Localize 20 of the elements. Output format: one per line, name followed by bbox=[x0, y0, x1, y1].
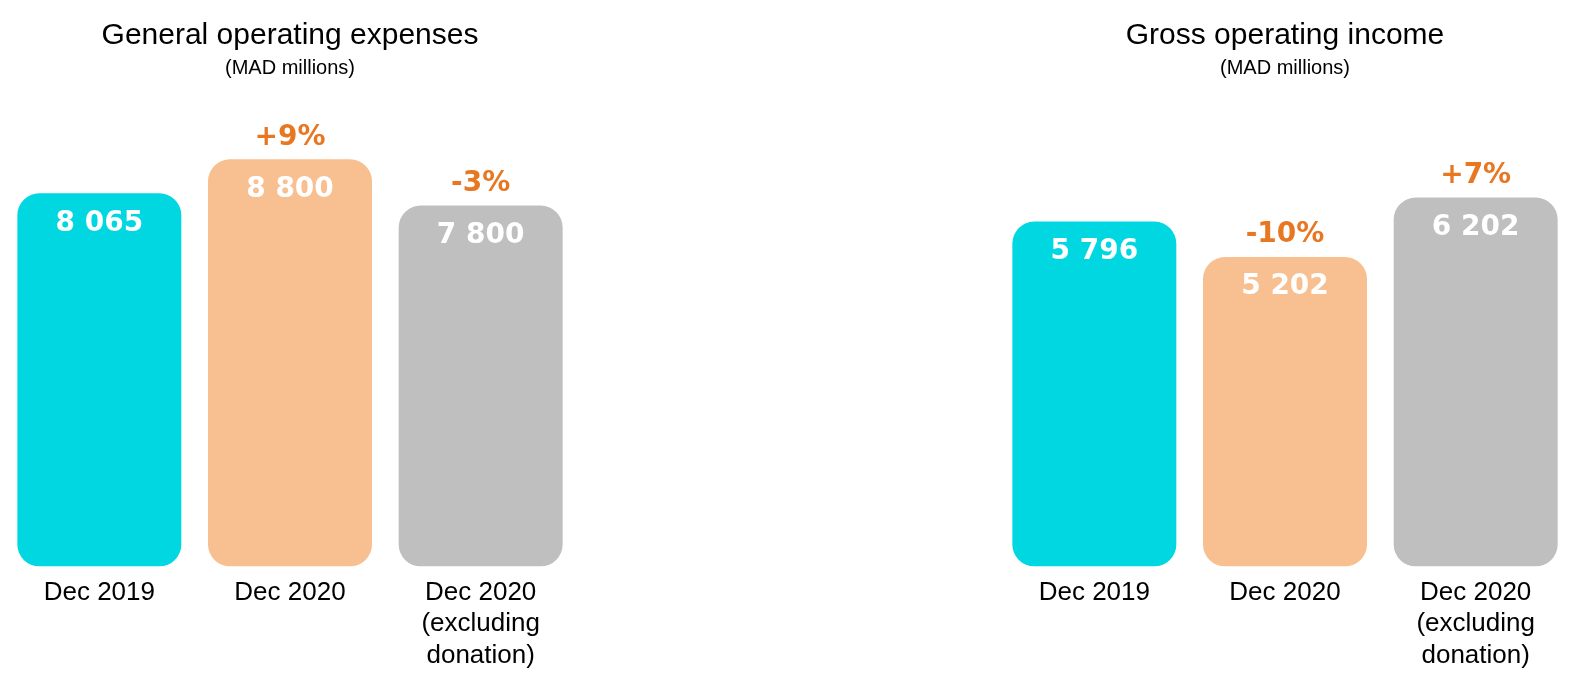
chart-title: Gross operating income bbox=[1125, 17, 1445, 51]
chart-title: General operating expenses bbox=[101, 17, 479, 51]
data-label: 5 202 bbox=[1241, 268, 1329, 302]
data-label: 6 202 bbox=[1431, 208, 1520, 242]
chart-subtitle: (MAD millions) bbox=[225, 55, 355, 78]
x-tick-label: Dec 2020 (excluding donation) bbox=[421, 576, 540, 669]
data-label: 5 796 bbox=[1050, 232, 1139, 266]
annotation: +7% bbox=[1440, 156, 1512, 190]
annotation: -10% bbox=[1245, 216, 1325, 250]
x-tick-label: Dec 2019 bbox=[1038, 576, 1150, 607]
data-label: 8 800 bbox=[246, 170, 334, 204]
x-tick-label: Dec 2020 bbox=[1229, 576, 1341, 607]
annotation: -3% bbox=[451, 164, 511, 198]
data-label: 8 065 bbox=[55, 204, 144, 238]
annotation: +9% bbox=[254, 118, 326, 152]
x-tick-label: Dec 2019 bbox=[43, 576, 155, 607]
data-label: 7 800 bbox=[436, 216, 525, 250]
chart-subtitle: (MAD millions) bbox=[1220, 55, 1350, 78]
x-tick-label: Dec 2020 (excluding donation) bbox=[1416, 576, 1535, 669]
x-tick-label: Dec 2020 bbox=[234, 576, 346, 607]
